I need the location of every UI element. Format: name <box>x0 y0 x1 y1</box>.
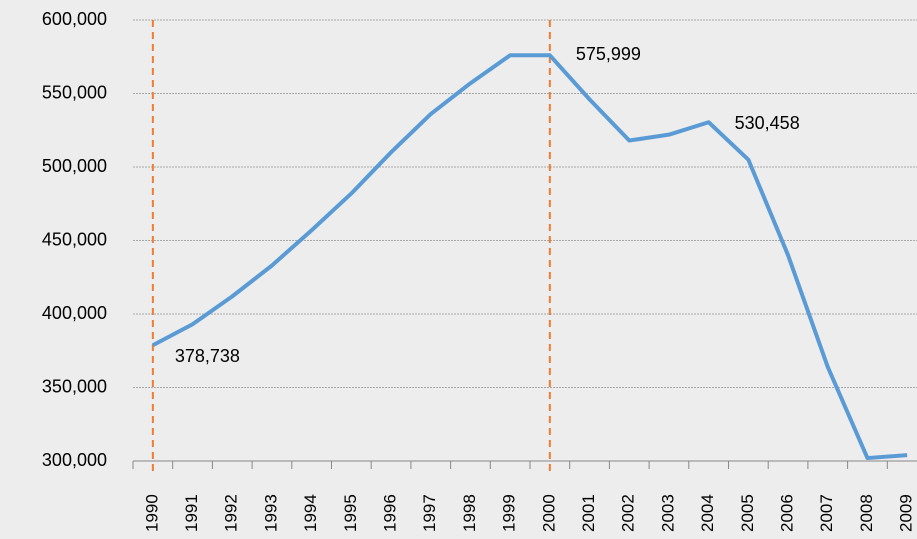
y-tick-label: 600,000 <box>42 9 107 29</box>
x-tick-label: 1991 <box>182 494 201 532</box>
x-tick-label: 1992 <box>222 494 241 532</box>
y-tick-label: 350,000 <box>42 376 107 396</box>
x-tick-label: 2000 <box>539 494 558 532</box>
x-tick-label: 2003 <box>658 494 677 532</box>
x-tick-label: 1994 <box>301 494 320 532</box>
y-tick-label: 400,000 <box>42 303 107 323</box>
x-tick-label: 2008 <box>857 494 876 532</box>
x-tick-label: 1998 <box>460 494 479 532</box>
x-tick-label: 2002 <box>619 494 638 532</box>
x-tick-label: 2009 <box>897 494 916 532</box>
y-tick-label: 300,000 <box>42 450 107 470</box>
y-tick-label: 500,000 <box>42 156 107 176</box>
data-line <box>151 53 908 461</box>
x-tick-label: 1993 <box>261 494 280 532</box>
x-tick-label: 1999 <box>500 494 519 532</box>
x-tick-label: 2001 <box>579 494 598 532</box>
x-tick-label: 1997 <box>420 494 439 532</box>
x-tick-label: 2006 <box>778 494 797 532</box>
x-tick-label: 1995 <box>341 494 360 532</box>
data-label: 530,458 <box>735 113 800 133</box>
x-tick-label: 2005 <box>738 494 757 532</box>
y-tick-label: 550,000 <box>42 82 107 102</box>
y-tick-label: 450,000 <box>42 229 107 249</box>
x-tick-label: 1996 <box>381 494 400 532</box>
data-label: 575,999 <box>576 44 641 64</box>
x-tick-label: 1990 <box>142 494 161 532</box>
x-tick-label: 2007 <box>817 494 836 532</box>
x-tick-label: 2004 <box>698 494 717 532</box>
data-label: 378,738 <box>175 346 240 366</box>
